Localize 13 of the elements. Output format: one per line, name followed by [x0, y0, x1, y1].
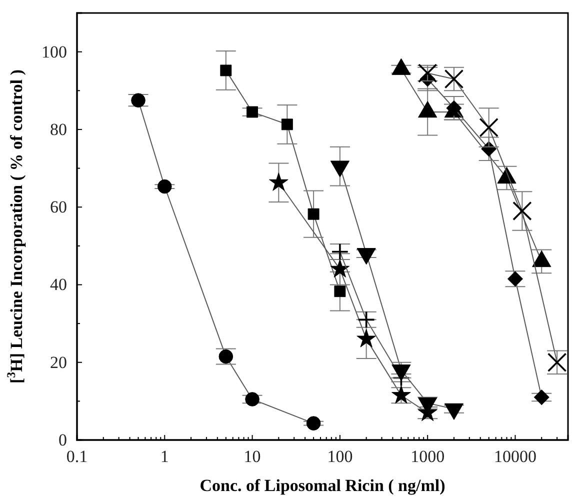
x-tick-label: 100	[327, 447, 353, 466]
x-axis-title: Conc. of Liposomal Ricin ( ng/ml)	[200, 476, 446, 495]
x-tick-label: 1	[160, 447, 169, 466]
x-tick-label: 10000	[494, 447, 536, 466]
x-tick-label: 0.1	[66, 447, 88, 466]
y-tick-label: 40	[50, 275, 67, 294]
y-tick-label: 0	[58, 430, 67, 450]
x-tick-label: 1000	[410, 447, 445, 466]
y-tick-label: 80	[50, 120, 67, 139]
y-tick-label: 100	[42, 42, 67, 62]
y-tick-label: 60	[50, 198, 67, 217]
y-tick-label: 20	[50, 352, 67, 372]
x-tick-label: 10	[244, 447, 261, 466]
